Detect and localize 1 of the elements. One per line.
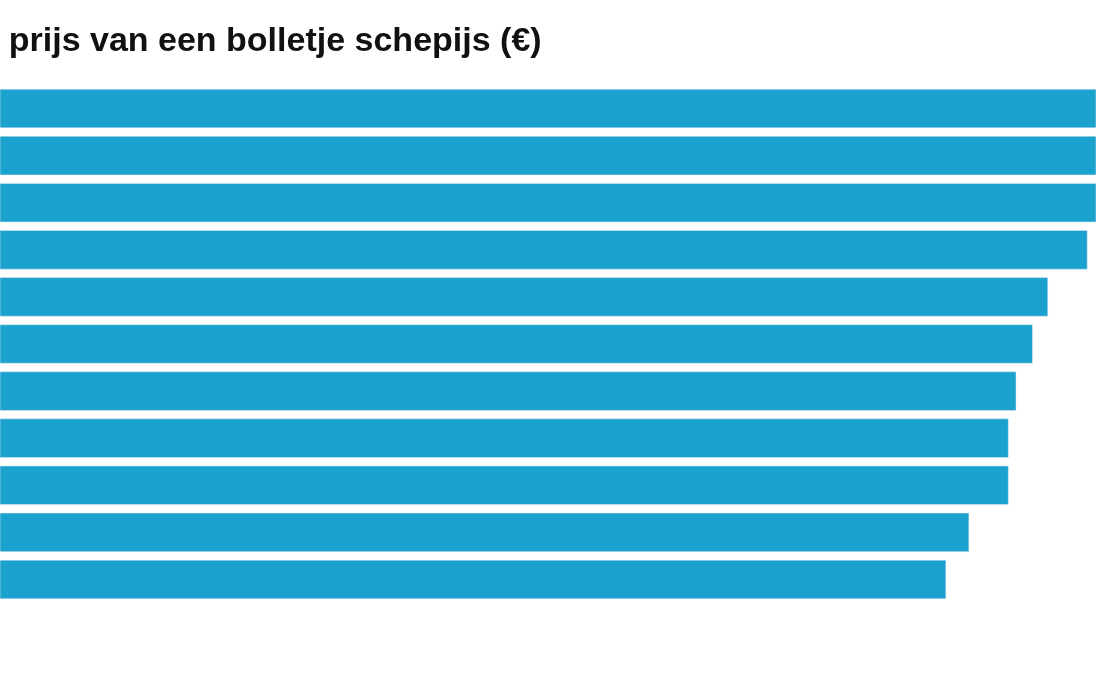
chart-title: prijs van een bolletje schepijs (€)	[8, 20, 542, 59]
